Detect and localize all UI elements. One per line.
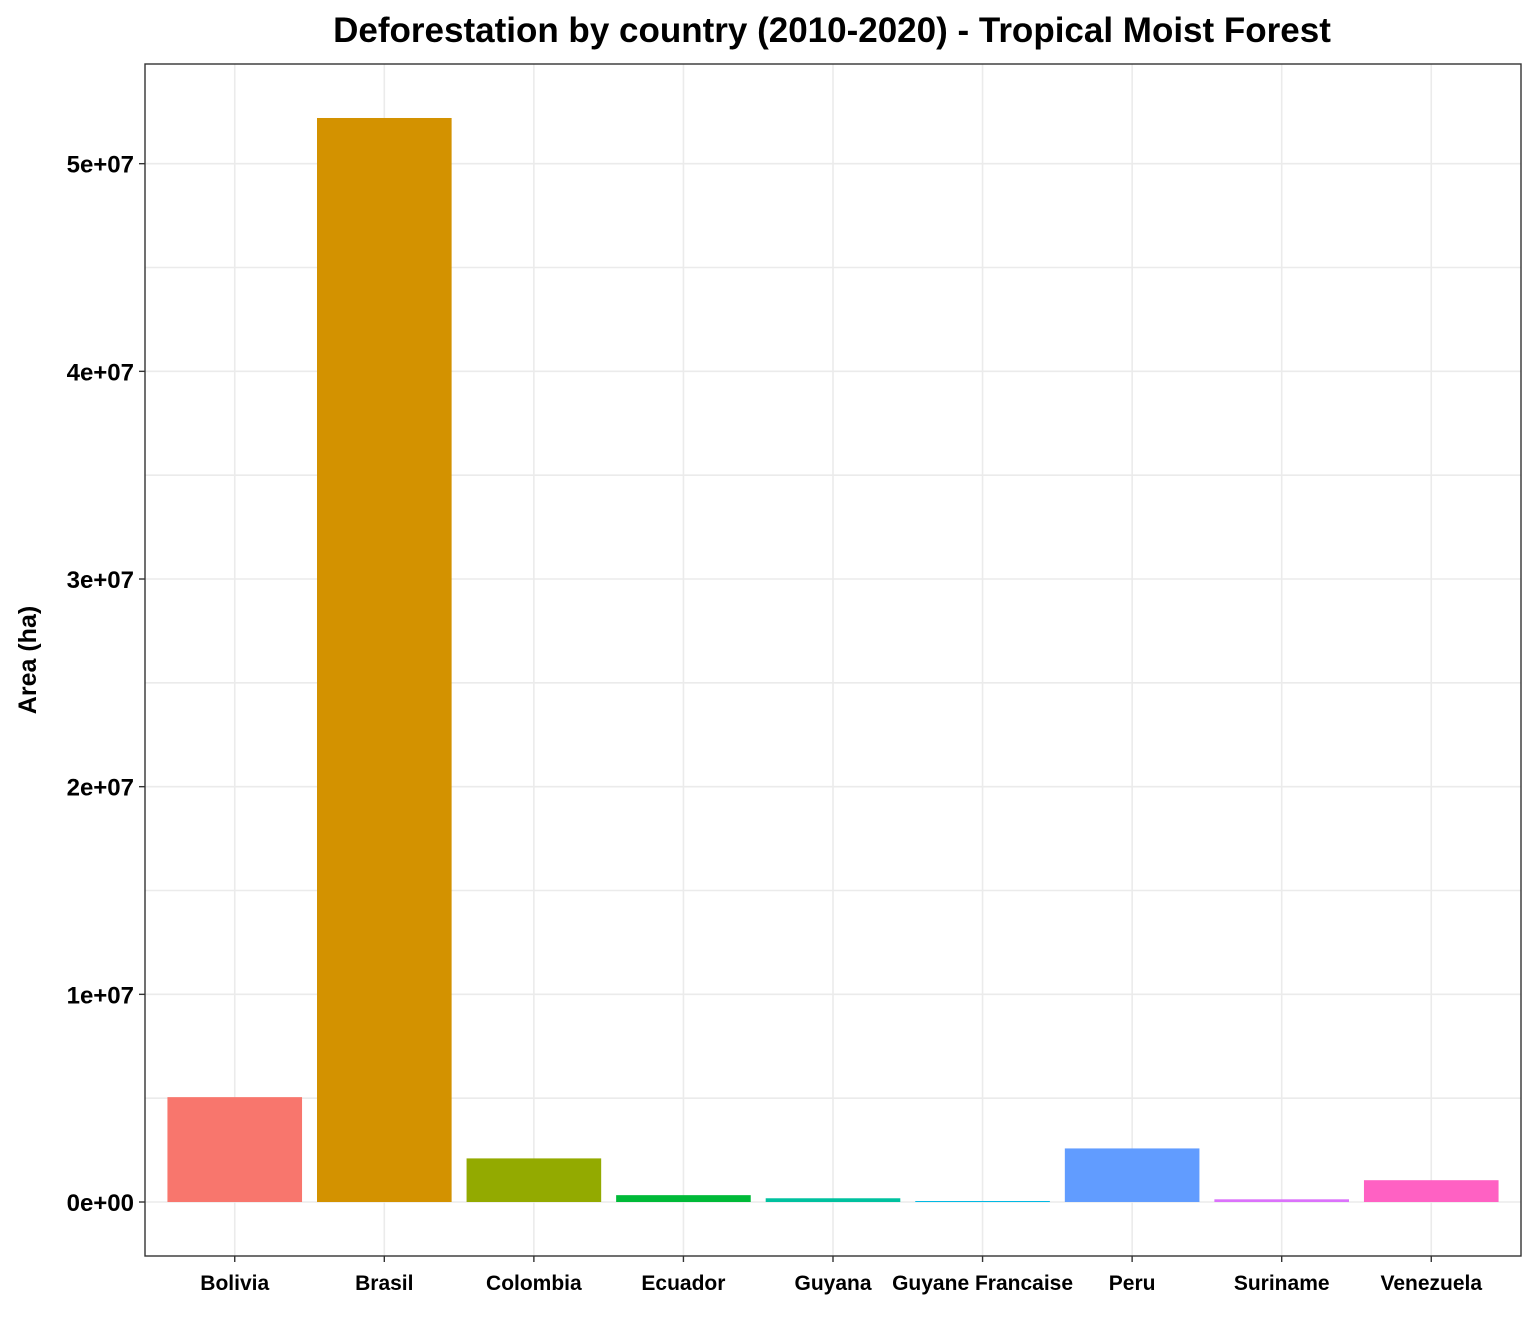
chart-title: Deforestation by country (2010-2020) - T…	[333, 11, 1331, 50]
bar-bolivia	[167, 1097, 303, 1203]
x-tick-label: Brasil	[355, 1272, 413, 1295]
y-tick-label: 1e+07	[67, 982, 134, 1009]
bar-venezuela	[1363, 1180, 1499, 1203]
bar-ecuador	[616, 1195, 751, 1203]
x-tick-label: Venezuela	[1380, 1272, 1482, 1295]
bar-suriname	[1214, 1199, 1349, 1203]
x-tick-label: Ecuador	[641, 1272, 725, 1295]
y-tick-label: 4e+07	[67, 359, 134, 386]
y-axis-title: Area (ha)	[14, 606, 42, 714]
x-tick-label: Guyane Francaise	[892, 1272, 1073, 1295]
y-tick-label: 0e+00	[67, 1190, 134, 1217]
bar-peru	[1064, 1148, 1200, 1203]
x-tick-label: Peru	[1109, 1272, 1156, 1295]
y-tick-label: 3e+07	[67, 567, 134, 594]
x-tick-label: Bolivia	[200, 1272, 269, 1295]
bar-guyane-francaise	[915, 1201, 1050, 1203]
x-axis: Bolivia Brasil Colombia Ecuador Guyana Guyane…	[200, 1256, 1482, 1295]
x-tick-label: Colombia	[486, 1272, 582, 1295]
x-tick-label: Guyana	[794, 1272, 871, 1295]
x-tick-label: Suriname	[1234, 1272, 1330, 1295]
y-tick-label: 5e+07	[67, 152, 134, 179]
y-axis: 0e+00 1e+07 2e+07 3e+07 4e+07 5e+07	[67, 152, 145, 1217]
y-tick-label: 2e+07	[67, 775, 134, 802]
bar-guyana	[765, 1198, 901, 1203]
bar-brasil	[317, 117, 452, 1203]
bars-layer	[167, 117, 1499, 1203]
bar-colombia	[466, 1158, 602, 1203]
